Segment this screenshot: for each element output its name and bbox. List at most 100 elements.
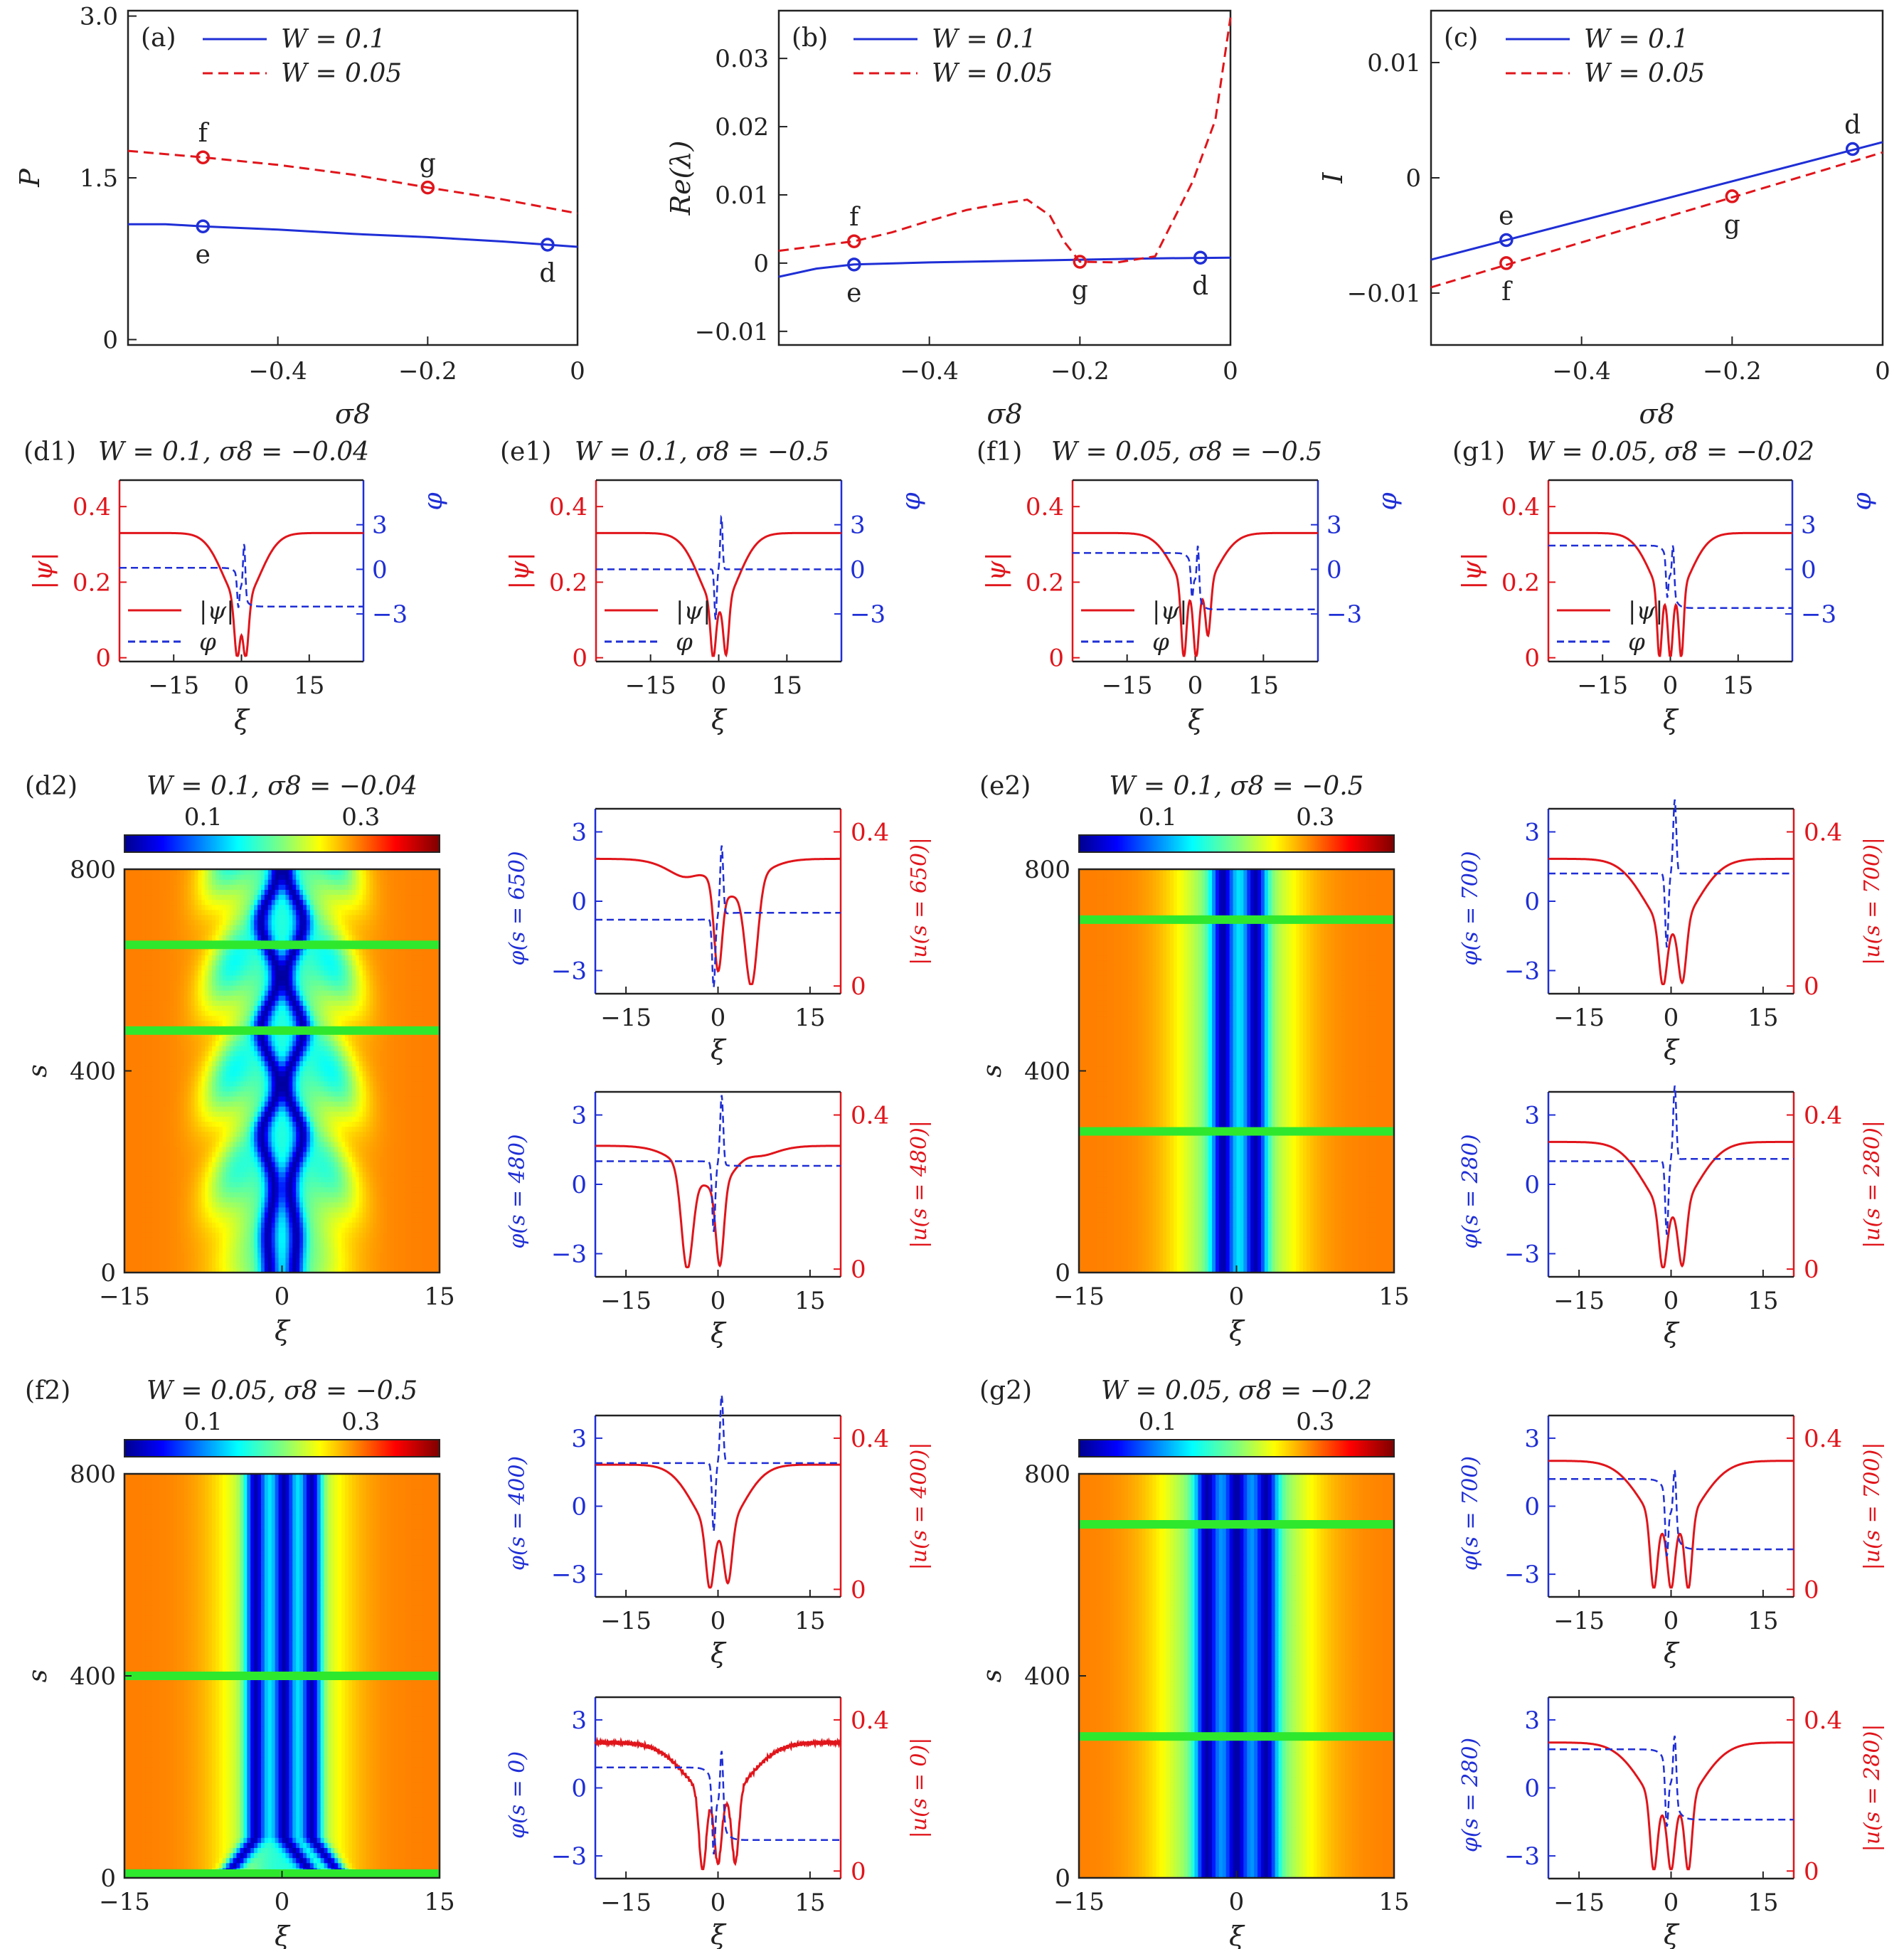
heat-cell [362, 1211, 367, 1218]
heat-cell [159, 1156, 164, 1162]
heat-cell [341, 1136, 346, 1142]
heat-cell [366, 1247, 371, 1253]
heat-cell [275, 1076, 280, 1082]
heat-cell [415, 1232, 420, 1238]
heat-cell [134, 1172, 139, 1177]
heat-cell [233, 1242, 238, 1248]
heat-cell [138, 1247, 143, 1253]
heat-cell [233, 1126, 238, 1132]
heat-cell [198, 1167, 202, 1172]
heat-cell [429, 1206, 433, 1213]
heat-cell [369, 1010, 374, 1016]
point-label-f: f [1501, 277, 1513, 307]
heat-cell [124, 1056, 129, 1061]
heat-cell [201, 1191, 206, 1198]
heat-cell [278, 1232, 283, 1238]
heat-cell [159, 1217, 164, 1223]
heat-cell [345, 1186, 349, 1193]
heat-cell [176, 1247, 181, 1253]
heat-cell [240, 1146, 244, 1152]
heat-cell [173, 1121, 178, 1127]
heat-cell [313, 1201, 318, 1208]
heat-cell [303, 1010, 307, 1016]
heat-cell [142, 1172, 147, 1177]
heat-cell [408, 1267, 413, 1273]
heat-cell [218, 1076, 223, 1082]
heat-cell [317, 1206, 321, 1213]
heat-cell [254, 1090, 258, 1097]
heat-cell [296, 1085, 300, 1092]
heat-cell [355, 1071, 360, 1077]
heat-cell [236, 1085, 241, 1092]
heat-cell [394, 1076, 398, 1082]
heat-cell [404, 1232, 409, 1238]
heat-cell [236, 1071, 241, 1077]
heat-cell [397, 1222, 402, 1228]
heat-cell [243, 1035, 248, 1041]
heat-cell [191, 1035, 196, 1041]
heat-cell [303, 1046, 307, 1051]
heat-cell [296, 1010, 300, 1016]
heat-cell [250, 1181, 255, 1188]
heat-cell [369, 1177, 374, 1183]
heat-cell [358, 1061, 363, 1067]
heat-cell [341, 1015, 346, 1021]
heat-cell [324, 1101, 329, 1107]
heat-cell [264, 1156, 269, 1162]
heat-cell [400, 1080, 405, 1087]
heat-cell [390, 1095, 395, 1102]
heat-cell [166, 1191, 171, 1198]
heat-cell [218, 1116, 223, 1122]
heat-cell [212, 1217, 216, 1223]
heat-cell [243, 1151, 248, 1157]
heat-cell [184, 1071, 188, 1077]
heat-cell [436, 1111, 440, 1117]
heat-cell [411, 1056, 416, 1061]
heat-cell [296, 1191, 300, 1198]
heat-cell [166, 1095, 171, 1102]
heat-cell [369, 1095, 374, 1102]
heat-cell [351, 1257, 356, 1263]
heat-cell [218, 1232, 223, 1238]
heat-cell [260, 1177, 265, 1183]
heat-cell [289, 1211, 293, 1218]
heat-cell [338, 1242, 342, 1248]
heat-cell [338, 1247, 342, 1253]
heat-cell [376, 1101, 381, 1107]
heat-cell [134, 1146, 139, 1152]
heat-cell [358, 1186, 363, 1193]
heat-cell [134, 1005, 139, 1011]
heat-cell [394, 1141, 398, 1147]
heat-cell [320, 1046, 325, 1051]
heat-cell [236, 1262, 241, 1268]
heat-cell [432, 1136, 437, 1142]
heat-cell [260, 1051, 265, 1056]
heat-cell [134, 1010, 139, 1016]
heat-cell [411, 1181, 416, 1188]
heat-cell [215, 1227, 220, 1233]
heat-cell [163, 1201, 167, 1208]
heat-cell [387, 1151, 391, 1157]
heat-cell [163, 1035, 167, 1041]
x-tick-label: −15 [625, 671, 676, 700]
heat-cell [299, 1085, 304, 1092]
heat-cell [215, 1252, 220, 1258]
heat-cell [422, 1035, 426, 1041]
heat-cell [358, 1257, 363, 1263]
heat-cell [292, 1085, 297, 1092]
heat-cell [134, 1262, 139, 1268]
heat-cell [149, 1232, 153, 1238]
heat-cell [292, 1217, 297, 1223]
heat-cell [229, 1151, 234, 1157]
heat-cell [233, 1201, 238, 1208]
heat-cell [366, 1222, 371, 1228]
heat-cell [313, 1237, 318, 1243]
heat-cell [163, 1196, 167, 1203]
heat-cell [198, 1196, 202, 1203]
heat-cell [341, 1257, 346, 1263]
heat-cell [201, 1095, 206, 1102]
heat-cell [152, 1015, 156, 1021]
heat-cell [233, 1247, 238, 1253]
heat-cell [247, 1237, 251, 1243]
